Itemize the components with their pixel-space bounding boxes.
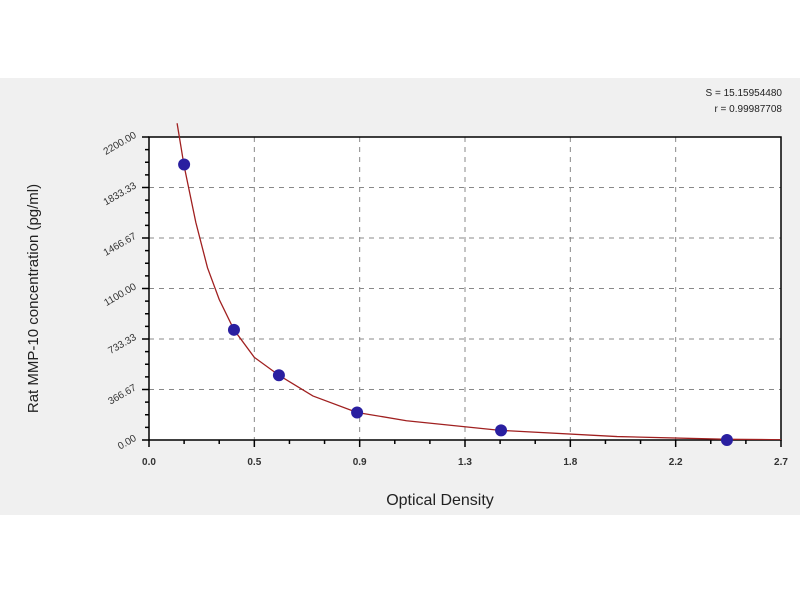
- y-tick-label: 1100.00: [102, 281, 139, 308]
- x-tick-label: 2.2: [669, 457, 683, 468]
- data-point: [351, 406, 364, 419]
- y-tick-label: 366.67: [107, 382, 139, 407]
- x-tick-label: 0.9: [353, 457, 367, 468]
- x-axis-label: Optical Density: [386, 492, 494, 509]
- annotation-r: r = 0.99987708: [714, 104, 782, 115]
- annotation-s: S = 15.15954480: [705, 88, 782, 99]
- y-tick-label: 0.00: [116, 433, 139, 452]
- data-point: [272, 369, 285, 382]
- data-point: [720, 434, 733, 446]
- data-point: [495, 424, 508, 437]
- data-point: [227, 323, 240, 336]
- x-tick-label: 0.0: [142, 457, 156, 468]
- x-tick-label: 1.3: [458, 457, 472, 468]
- y-axis-label: Rat MMP-10 concentration (pg/ml): [25, 184, 42, 413]
- y-tick-label: 2200.00: [102, 130, 139, 158]
- x-tick-label: 1.8: [563, 457, 577, 468]
- data-point: [178, 158, 191, 171]
- y-tick-label: 1466.67: [102, 231, 139, 259]
- x-tick-label: 0.5: [247, 457, 261, 468]
- x-tick-label: 2.7: [774, 457, 788, 468]
- y-tick-label: 1833.33: [102, 180, 139, 208]
- y-tick-label: 733.33: [107, 332, 139, 357]
